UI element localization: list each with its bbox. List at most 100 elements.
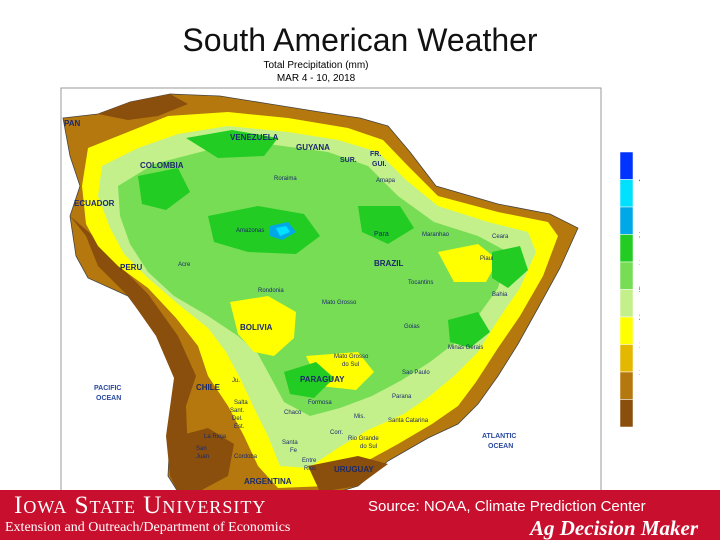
extreme-rain-amazonas — [276, 226, 290, 236]
label-atlantic-1: ATLANTIC — [482, 433, 516, 440]
legend-tick-label: 50 — [639, 286, 640, 295]
label-entre-rios-2: Rios — [304, 466, 316, 472]
yellow-patch-bolivia — [230, 296, 296, 356]
legend-tick-label: 10 — [639, 341, 640, 350]
label-santa-catarina: Santa Catarina — [388, 418, 429, 424]
map-title: Total Precipitation (mm) — [263, 60, 368, 71]
legend-swatch — [619, 234, 634, 263]
label-sant-del-est-3: Est. — [234, 424, 245, 430]
label-colombia: COLOMBIA — [140, 161, 184, 170]
label-santa-fe-1: Santa — [282, 440, 298, 446]
label-bahia: Bahia — [492, 292, 508, 298]
label-sao-paulo: Sao Paulo — [402, 370, 430, 376]
label-bolivia: BOLIVIA — [240, 323, 273, 332]
source-credit: Source: NOAA, Climate Prediction Center — [368, 498, 646, 515]
label-atlantic-2: OCEAN — [488, 443, 513, 450]
legend-swatch — [619, 289, 634, 318]
label-ceara: Ceara — [492, 234, 509, 240]
label-peru: PERU — [120, 263, 142, 272]
slide-title: South American Weather — [182, 22, 538, 58]
label-rio-grande-2: do Sul — [360, 444, 377, 450]
label-pacific-1: PACIFIC — [94, 385, 121, 392]
legend-tick-label: 200 — [639, 231, 640, 240]
label-jujuy: Ju. — [232, 378, 240, 384]
legend-tick-label: 400 — [639, 176, 640, 185]
label-corr: Corr. — [330, 430, 343, 436]
label-sur: SUR. — [340, 157, 357, 164]
yellow-patch-northeast — [438, 244, 498, 282]
label-ecuador: ECUADOR — [74, 199, 115, 208]
legend-tick-label: 100 — [639, 258, 640, 267]
legend-tick-label: 25 — [639, 313, 640, 322]
legend-swatch — [619, 371, 634, 400]
legend-swatch — [619, 206, 634, 235]
label-salta: Salta — [234, 400, 248, 406]
label-para: Para — [374, 231, 389, 238]
label-chile: CHILE — [196, 383, 221, 392]
label-formosa: Formosa — [308, 400, 332, 406]
heavy-rain-mato-grosso-do-sul — [284, 362, 334, 398]
land-very-dry-north — [98, 94, 188, 120]
precip-legend: 400 200 100 50 25 10 1 — [619, 151, 640, 428]
label-pan: PAN — [64, 119, 81, 128]
footer-bar: Iowa State University Extension and Outr… — [0, 490, 720, 540]
label-amapa: Amapa — [376, 178, 396, 184]
heavy-rain-colombia — [138, 168, 190, 210]
legend-swatch — [619, 179, 634, 208]
label-acre: Acre — [178, 262, 191, 268]
label-brazil: BRAZIL — [374, 259, 403, 268]
heavy-rain-para — [358, 206, 414, 244]
label-mis: Mis. — [354, 414, 365, 420]
label-goias: Goias — [404, 324, 420, 330]
label-gui: GUI. — [372, 161, 386, 168]
legend-swatch — [619, 261, 634, 290]
label-rondonia: Rondonia — [258, 288, 284, 294]
heavy-rain-piaui — [492, 246, 528, 288]
legend-swatch — [619, 344, 634, 373]
label-tocantins: Tocantins — [408, 280, 433, 286]
precipitation-fields — [62, 93, 579, 492]
department-name: Extension and Outreach/Department of Eco… — [5, 520, 291, 535]
label-rio-grande-1: Rio Grande — [348, 436, 379, 442]
heavy-rain-venezuela — [186, 130, 278, 158]
label-mato-grosso-do-sul-2: do Sul — [342, 362, 359, 368]
label-minas-gerais: Minas Gerais — [448, 345, 483, 351]
legend-swatch — [619, 316, 634, 345]
ocean-labels: PACIFIC OCEAN ATLANTIC OCEAN — [94, 385, 516, 450]
label-cordoba: Cordoba — [234, 454, 258, 460]
label-roraima: Roraima — [274, 176, 297, 182]
label-guyana: GUYANA — [296, 143, 330, 152]
label-pacific-2: OCEAN — [96, 395, 121, 402]
dry-patch-argentina — [178, 428, 234, 492]
precipitation-map: Total Precipitation (mm) MAR 4 - 10, 201… — [58, 56, 640, 492]
label-argentina: ARGENTINA — [244, 477, 292, 486]
legend-swatch — [619, 399, 634, 428]
label-sant-del-est-1: Sant. — [230, 408, 244, 414]
label-entre-rios-1: Entre — [302, 458, 317, 464]
label-santa-fe-2: Fe — [290, 448, 298, 454]
label-paraguay: PARAGUAY — [300, 375, 345, 384]
label-sant-del-est-2: Del. — [232, 416, 243, 422]
legend-swatch — [619, 151, 634, 180]
label-la-rioja: La Rioja — [204, 434, 227, 440]
label-mato-grosso: Mato Grosso — [322, 300, 357, 306]
label-mato-grosso-do-sul-1: Mato Grosso — [334, 354, 369, 360]
university-name: Iowa State University — [14, 492, 267, 519]
dry-patch-uruguay — [308, 456, 388, 492]
label-chaco: Chaco — [284, 410, 302, 416]
label-san-juan-2: Juan — [196, 454, 209, 460]
map-date-range: MAR 4 - 10, 2018 — [277, 73, 356, 84]
brand-name: Ag Decision Maker — [530, 516, 698, 540]
label-maranhao: Maranhao — [422, 232, 450, 238]
label-piaui: Piaui — [480, 256, 493, 262]
heavy-rain-amazonas — [208, 206, 320, 254]
label-uruguay: URUGUAY — [334, 465, 374, 474]
heavy-rain-minas — [448, 312, 490, 348]
label-amazonas: Amazonas — [236, 228, 264, 234]
label-venezuela: VENEZUELA — [230, 133, 279, 142]
land-green-zone — [118, 144, 508, 416]
legend-tick-label: 1 — [639, 368, 640, 377]
label-fr: FR. — [370, 151, 381, 158]
label-san-juan-1: San — [196, 446, 207, 452]
map-labels: PAN VENEZUELA GUYANA FR. SUR. GUI. COLOM… — [64, 119, 509, 486]
